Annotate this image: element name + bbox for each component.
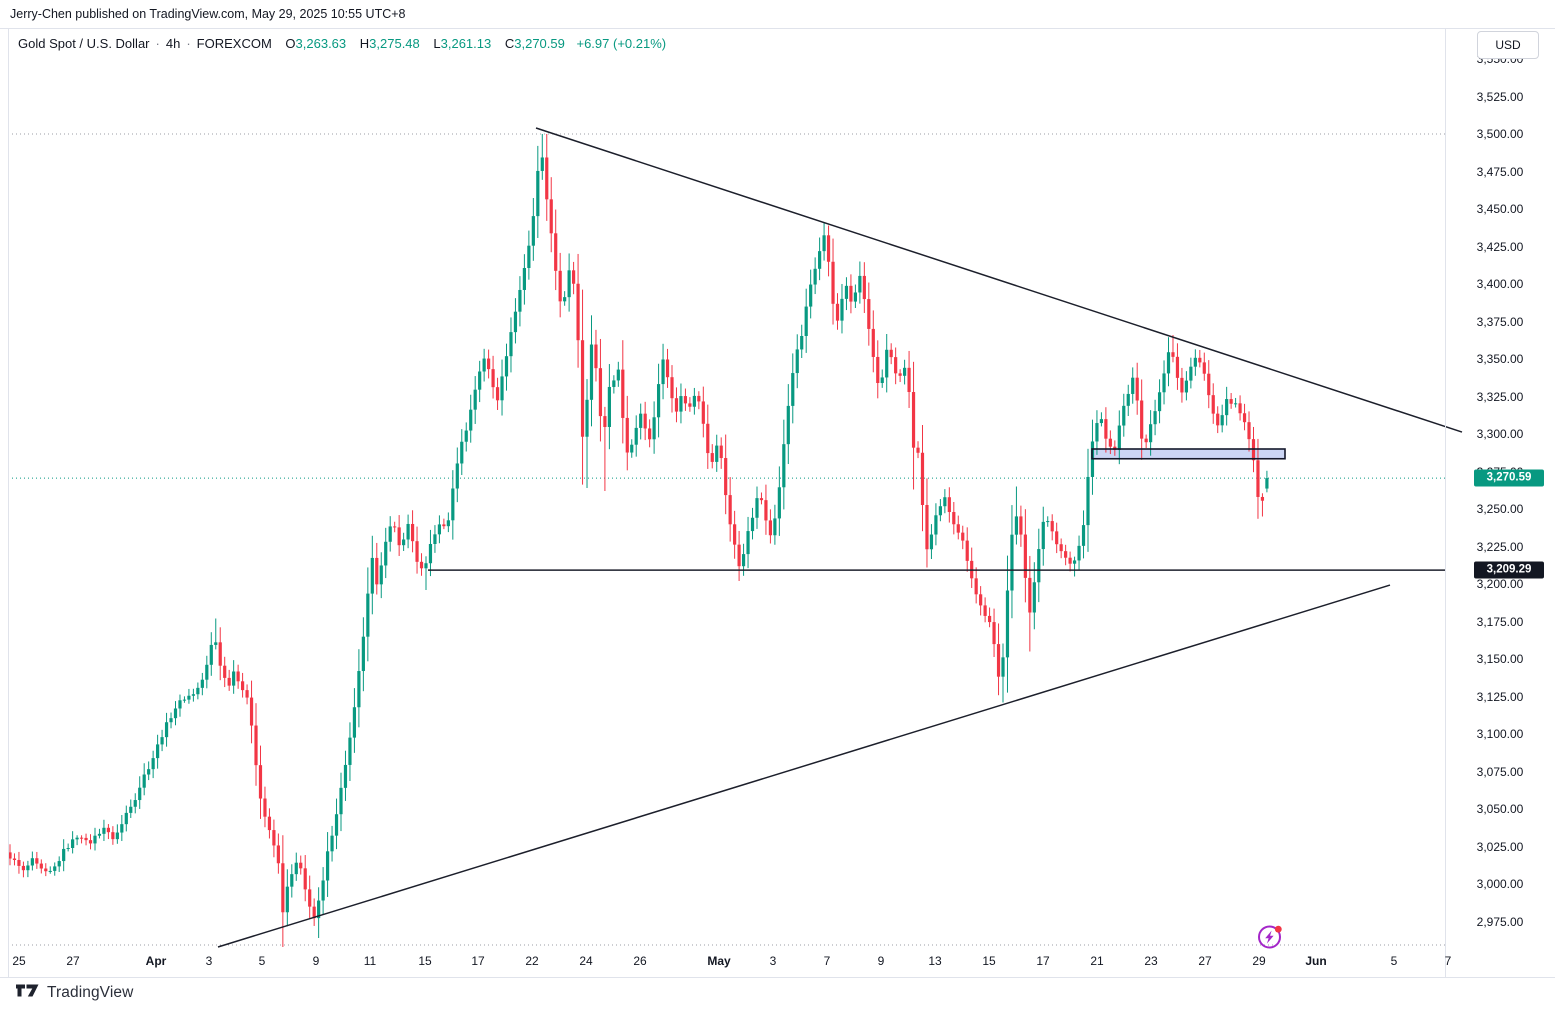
time-axis-label: 7 bbox=[1444, 954, 1452, 968]
separator-dot: · bbox=[155, 36, 160, 51]
price-axis-label: 3,225.00 bbox=[1476, 539, 1524, 554]
time-axis-label: 9 bbox=[312, 954, 320, 968]
price-axis-label: 3,475.00 bbox=[1476, 164, 1524, 179]
close-value: 3,270.59 bbox=[514, 36, 565, 51]
time-axis-label: 5 bbox=[1390, 954, 1398, 968]
low-label: L bbox=[433, 36, 441, 51]
time-axis-label: 22 bbox=[525, 954, 539, 968]
price-axis-label: 2,975.00 bbox=[1476, 914, 1524, 929]
price-axis-label: 3,250.00 bbox=[1476, 502, 1524, 516]
time-axis-label: 13 bbox=[928, 954, 942, 968]
high-label: H bbox=[359, 36, 370, 51]
exchange-label: FOREXCOM bbox=[196, 36, 272, 51]
idea-flash-icon[interactable] bbox=[1255, 922, 1285, 952]
time-axis-label: May bbox=[707, 954, 731, 968]
tradingview-wordmark: TradingView bbox=[47, 984, 134, 1001]
time-axis-label: 24 bbox=[579, 954, 593, 968]
price-axis-label: 3,125.00 bbox=[1476, 689, 1524, 704]
symbol-info-bar: Gold Spot / U.S. Dollar · 4h · FOREXCOM O3,2… bbox=[18, 36, 666, 51]
price-axis-label: 3,175.00 bbox=[1476, 614, 1524, 629]
level-price-pill: 3,209.29 bbox=[1474, 561, 1544, 579]
price-axis-label: 3,425.00 bbox=[1476, 239, 1524, 254]
header-divider bbox=[0, 28, 1555, 29]
time-axis-label: 26 bbox=[633, 954, 647, 968]
time-axis-label: 3 bbox=[769, 954, 777, 968]
price-axis-label: 3,400.00 bbox=[1476, 277, 1524, 291]
price-axis-label: 3,300.00 bbox=[1476, 427, 1524, 441]
time-axis-label: 7 bbox=[823, 954, 831, 968]
time-axis-label: 17 bbox=[471, 954, 485, 968]
change-value: +6.97 (+0.21%) bbox=[576, 36, 667, 51]
price-axis-label: 3,075.00 bbox=[1476, 764, 1524, 779]
price-axis-label: 3,150.00 bbox=[1476, 652, 1524, 666]
tradingview-logo-icon bbox=[16, 983, 40, 1003]
price-axis-label: 3,325.00 bbox=[1476, 389, 1524, 404]
time-axis-label: 17 bbox=[1036, 954, 1050, 968]
time-axis-label: 11 bbox=[363, 954, 377, 968]
price-axis-label: 3,050.00 bbox=[1476, 802, 1524, 816]
time-axis-label: Jun bbox=[1305, 954, 1327, 968]
pane-left-border bbox=[8, 28, 9, 977]
open-value: 3,263.63 bbox=[295, 36, 347, 51]
time-axis-label: 29 bbox=[1252, 954, 1266, 968]
bottom-divider bbox=[0, 977, 1555, 978]
time-axis-label: 3 bbox=[205, 954, 213, 968]
close-label: C bbox=[504, 36, 515, 51]
current-price-pill: 3,270.59 bbox=[1474, 469, 1544, 487]
time-axis-label: 27 bbox=[1198, 954, 1212, 968]
price-axis-label: 3,450.00 bbox=[1476, 202, 1524, 216]
candlestick-series bbox=[8, 134, 1269, 947]
price-axis-label: 3,025.00 bbox=[1476, 839, 1524, 854]
price-axis-label: 3,100.00 bbox=[1476, 727, 1524, 741]
price-axis-label: 3,200.00 bbox=[1476, 577, 1524, 591]
separator-dot: · bbox=[186, 36, 191, 51]
time-axis-label: 5 bbox=[258, 954, 266, 968]
time-axis-label: 15 bbox=[418, 954, 432, 968]
price-axis-label: 3,500.00 bbox=[1476, 127, 1524, 141]
open-label: O bbox=[285, 36, 296, 51]
time-axis-label: 23 bbox=[1144, 954, 1158, 968]
time-axis-label: 27 bbox=[66, 954, 80, 968]
resistance-zone-border bbox=[1091, 448, 1286, 460]
currency-toggle-button[interactable]: USD bbox=[1477, 31, 1539, 59]
price-axis-label: 3,375.00 bbox=[1476, 314, 1524, 329]
time-axis-label: 15 bbox=[982, 954, 996, 968]
resistance-zone-fill bbox=[1092, 449, 1285, 459]
ascending-trendline bbox=[217, 584, 1391, 948]
time-axis-label: 21 bbox=[1090, 954, 1104, 968]
price-axis-label: 3,525.00 bbox=[1476, 89, 1524, 104]
time-axis-label: 9 bbox=[877, 954, 885, 968]
low-value: 3,261.13 bbox=[440, 36, 492, 51]
tradingview-watermark[interactable]: TradingView bbox=[16, 983, 133, 1003]
time-axis-label: 25 bbox=[12, 954, 26, 968]
descending-trendline bbox=[535, 127, 1463, 433]
high-value: 3,275.48 bbox=[369, 36, 420, 51]
symbol-title: Gold Spot / U.S. Dollar bbox=[18, 36, 150, 51]
time-axis-label: Apr bbox=[145, 954, 167, 968]
attribution-text: Jerry-Chen published on TradingView.com,… bbox=[10, 7, 406, 21]
price-axis-label: 3,350.00 bbox=[1476, 352, 1524, 366]
price-axis-border bbox=[1445, 28, 1446, 977]
interval-label: 4h bbox=[165, 36, 181, 51]
price-axis-label: 3,000.00 bbox=[1476, 877, 1524, 891]
